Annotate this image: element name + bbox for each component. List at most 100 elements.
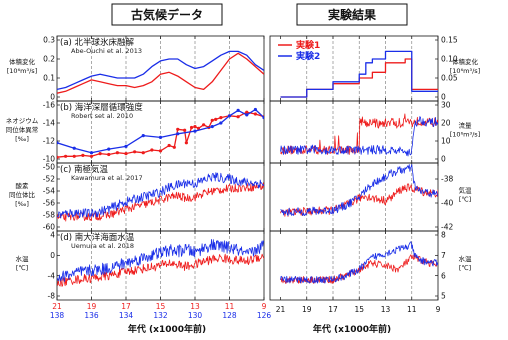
x-tick-label-red: 9 xyxy=(262,302,267,311)
legend-label: 実験2 xyxy=(296,50,320,62)
y-axis-label: [‰] xyxy=(15,200,29,208)
y-axis-label: 水温 xyxy=(459,254,473,263)
y-axis-label: [10⁶m³/s] xyxy=(7,67,37,75)
y-tick-label: -14 xyxy=(43,119,55,128)
panel-source: Kawamura et al. 2017 xyxy=(71,174,143,182)
data-point xyxy=(219,116,223,120)
y-tick-label: 0 xyxy=(441,93,446,102)
data-point xyxy=(262,116,264,120)
y-tick-label: -16 xyxy=(43,101,55,110)
y-axis-label: [℃] xyxy=(16,264,28,272)
series-line-blue xyxy=(280,241,438,284)
y-tick-label: 7 xyxy=(441,251,446,260)
series-line-blue xyxy=(280,50,438,98)
left-header-box xyxy=(111,3,223,26)
y-tick-label: -50 xyxy=(43,163,55,172)
series-line-red xyxy=(280,254,438,284)
data-point xyxy=(219,121,223,125)
data-point xyxy=(141,134,145,138)
y-axis-label: [℃] xyxy=(459,264,471,272)
x-tick-label-red: 11 xyxy=(225,302,235,311)
series-line-blue xyxy=(280,164,438,216)
data-point xyxy=(193,129,197,133)
y-axis-label: [℃] xyxy=(459,196,471,204)
panel-source: Robert set al. 2010 xyxy=(71,112,133,120)
y-tick-label: 10 xyxy=(441,137,451,146)
x-tick-label-blue: 130 xyxy=(188,311,203,320)
panel-title: (c) 南極気温 xyxy=(60,164,109,175)
x-tick-label: 21 xyxy=(276,305,286,314)
y-tick-label: -52 xyxy=(43,175,55,184)
panel-b-exp: 0 10 20 30 流量[10⁶m³/s] xyxy=(269,101,480,164)
data-point xyxy=(64,154,68,158)
plot-area xyxy=(57,172,264,222)
data-point xyxy=(124,144,128,148)
y-tick-label: 20 xyxy=(441,119,451,128)
legend-label: 実験1 xyxy=(296,39,320,51)
data-point xyxy=(89,151,94,155)
panel-source: Uemura et al. 2018 xyxy=(71,242,134,250)
data-point xyxy=(176,132,180,136)
y-tick-label: 0 xyxy=(50,93,55,102)
x-tick-label: 11 xyxy=(407,305,417,314)
x-tick-label: 13 xyxy=(381,305,391,314)
y-tick-label: -10 xyxy=(43,155,55,164)
y-tick-label: 5 xyxy=(441,292,446,301)
data-point xyxy=(184,141,188,145)
data-point xyxy=(176,127,180,131)
data-point xyxy=(172,145,176,149)
data-point xyxy=(89,154,94,158)
data-point xyxy=(158,149,163,153)
y-tick-label: -56 xyxy=(43,199,55,208)
right-header: 実験結果 xyxy=(296,3,408,26)
y-tick-label: 0.05 xyxy=(441,74,458,83)
right-header-box xyxy=(296,3,408,26)
x-tick-label-blue: 136 xyxy=(84,311,99,320)
x-tick-label-blue: 126 xyxy=(257,311,272,320)
data-point xyxy=(167,143,171,148)
data-point xyxy=(253,112,257,116)
x-tick-label-red: 17 xyxy=(121,302,131,311)
y-tick-label: -42 xyxy=(441,223,453,232)
y-axis-label: 水温 xyxy=(16,254,30,263)
data-point xyxy=(210,118,214,122)
data-point xyxy=(210,125,214,129)
series-line-blue xyxy=(280,116,438,157)
y-tick-label: -38 xyxy=(441,175,453,184)
data-point xyxy=(193,125,197,129)
x-tick-label: 19 xyxy=(302,305,312,314)
x-tick-label-blue: 138 xyxy=(50,311,65,320)
data-point xyxy=(245,113,249,117)
panel-a: 0 0.1 0.2 0.3 体積変化[10⁶m³/s] (a) 北半球氷床融解Abe-Ou… xyxy=(7,36,265,102)
y-tick-label: -12 xyxy=(43,137,55,146)
y-tick-label: 0 xyxy=(50,251,55,260)
y-tick-label: -40 xyxy=(441,199,453,208)
data-point xyxy=(107,152,111,157)
x-tick-label-red: 21 xyxy=(52,302,62,311)
panel-frame xyxy=(269,230,439,301)
y-tick-label: 8 xyxy=(441,231,446,240)
data-point xyxy=(98,152,102,156)
series-line-blue xyxy=(57,238,264,282)
y-tick-label: 0.1 xyxy=(43,74,55,83)
data-point xyxy=(183,128,187,132)
y-tick-label: 6 xyxy=(441,271,446,280)
data-point xyxy=(115,151,119,155)
y-tick-label: -58 xyxy=(43,211,55,220)
y-tick-label: -54 xyxy=(43,187,55,196)
y-axis-label: ネオジウム xyxy=(6,117,39,125)
data-point xyxy=(124,152,128,156)
x-tick-label-red: 19 xyxy=(87,302,97,311)
left-header: 古気候データ xyxy=(111,3,223,26)
x-tick-label-blue: 128 xyxy=(222,311,237,320)
y-tick-label: 0.2 xyxy=(43,55,55,64)
y-tick-label: 30 xyxy=(441,101,451,110)
data-point xyxy=(72,154,76,158)
